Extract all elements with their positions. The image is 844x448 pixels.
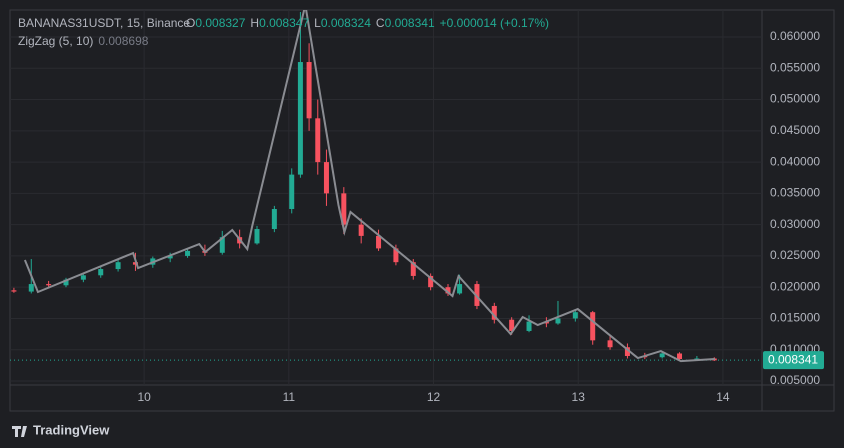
indicator-legend: ZigZag (5, 10) 0.008698 — [18, 34, 149, 48]
y-tick-label: 0.060000 — [770, 29, 820, 43]
x-tick-label: 10 — [137, 390, 151, 404]
candle-body — [219, 237, 225, 253]
candle-body — [677, 353, 683, 360]
candle-body — [393, 248, 399, 263]
x-tick-label: 14 — [716, 390, 730, 404]
y-tick-label: 0.045000 — [770, 123, 820, 137]
last-price-box — [763, 351, 824, 370]
y-tick-label: 0.025000 — [770, 248, 820, 262]
y-tick-label: 0.040000 — [770, 154, 820, 168]
ohlc-key: C — [376, 16, 385, 30]
y-tick-label: 0.015000 — [770, 311, 820, 325]
candle-body — [428, 275, 434, 288]
ohlc-key: H — [250, 16, 259, 30]
chart-frame — [9, 9, 835, 412]
ohlc-key: L — [314, 16, 321, 30]
candle-body — [694, 358, 700, 360]
candle-body — [555, 318, 561, 324]
candle-body — [315, 118, 321, 163]
brand-name: TradingView — [33, 422, 110, 437]
candle-body — [297, 62, 303, 175]
x-tick-label: 12 — [427, 390, 441, 404]
ohlc-value: 0.008341 — [385, 16, 435, 30]
candle-body — [289, 174, 295, 210]
candle-body — [271, 209, 277, 230]
y-tick-label: 0.050000 — [770, 92, 820, 106]
y-tick-label: 0.030000 — [770, 217, 820, 231]
ohlc-value: 0.008327 — [195, 16, 245, 30]
candle-body — [11, 290, 17, 292]
candle-body — [28, 284, 34, 292]
ohlc-legend: O0.008327 H0.008347 L0.008324 C0.008341 +0.0… — [186, 16, 549, 30]
brand[interactable]: TradingView — [12, 422, 110, 437]
candle-body — [445, 287, 451, 294]
ohlc-change: +0.000014 (+0.17%) — [440, 16, 549, 30]
brand-logo — [12, 426, 27, 437]
x-tick-label: 11 — [283, 390, 296, 404]
candle-body — [167, 255, 173, 259]
y-tick-label: 0.005000 — [770, 373, 820, 387]
candle-body — [607, 340, 613, 348]
x-tick-label: 13 — [572, 390, 586, 404]
candle-body — [185, 250, 191, 256]
candle-body — [526, 321, 532, 331]
ohlc-value: 0.008324 — [321, 16, 371, 30]
candle-body — [624, 347, 630, 356]
candle-body — [80, 275, 86, 280]
candle-body — [306, 62, 312, 119]
candle-body — [410, 262, 416, 276]
ohlc-value: 0.008347 — [259, 16, 309, 30]
symbol: BANANAS31USDT, 15, Binance — [18, 16, 190, 30]
candle-body — [132, 262, 138, 265]
candle-body — [376, 235, 382, 249]
candle-body — [474, 284, 480, 306]
zigzag-line — [23, 10, 716, 363]
candle-body — [590, 312, 596, 341]
candle-body — [323, 162, 329, 194]
candle-body — [491, 305, 497, 320]
candle-body — [46, 284, 52, 286]
candle-body — [509, 319, 515, 331]
candle-body — [115, 262, 121, 270]
candle-body — [254, 229, 260, 244]
candle-body — [98, 269, 104, 276]
candle-body — [572, 312, 578, 319]
ohlc-key: O — [186, 16, 195, 30]
y-tick-label: 0.055000 — [770, 60, 820, 74]
y-tick-label: 0.020000 — [770, 279, 820, 293]
candle-body — [659, 353, 665, 358]
y-tick-label: 0.035000 — [770, 186, 820, 200]
candle-body — [358, 224, 364, 236]
candle-body — [63, 279, 69, 286]
candle-body — [457, 284, 463, 294]
last-price-label: 0.008341 — [768, 352, 818, 366]
candle-body — [341, 193, 347, 225]
